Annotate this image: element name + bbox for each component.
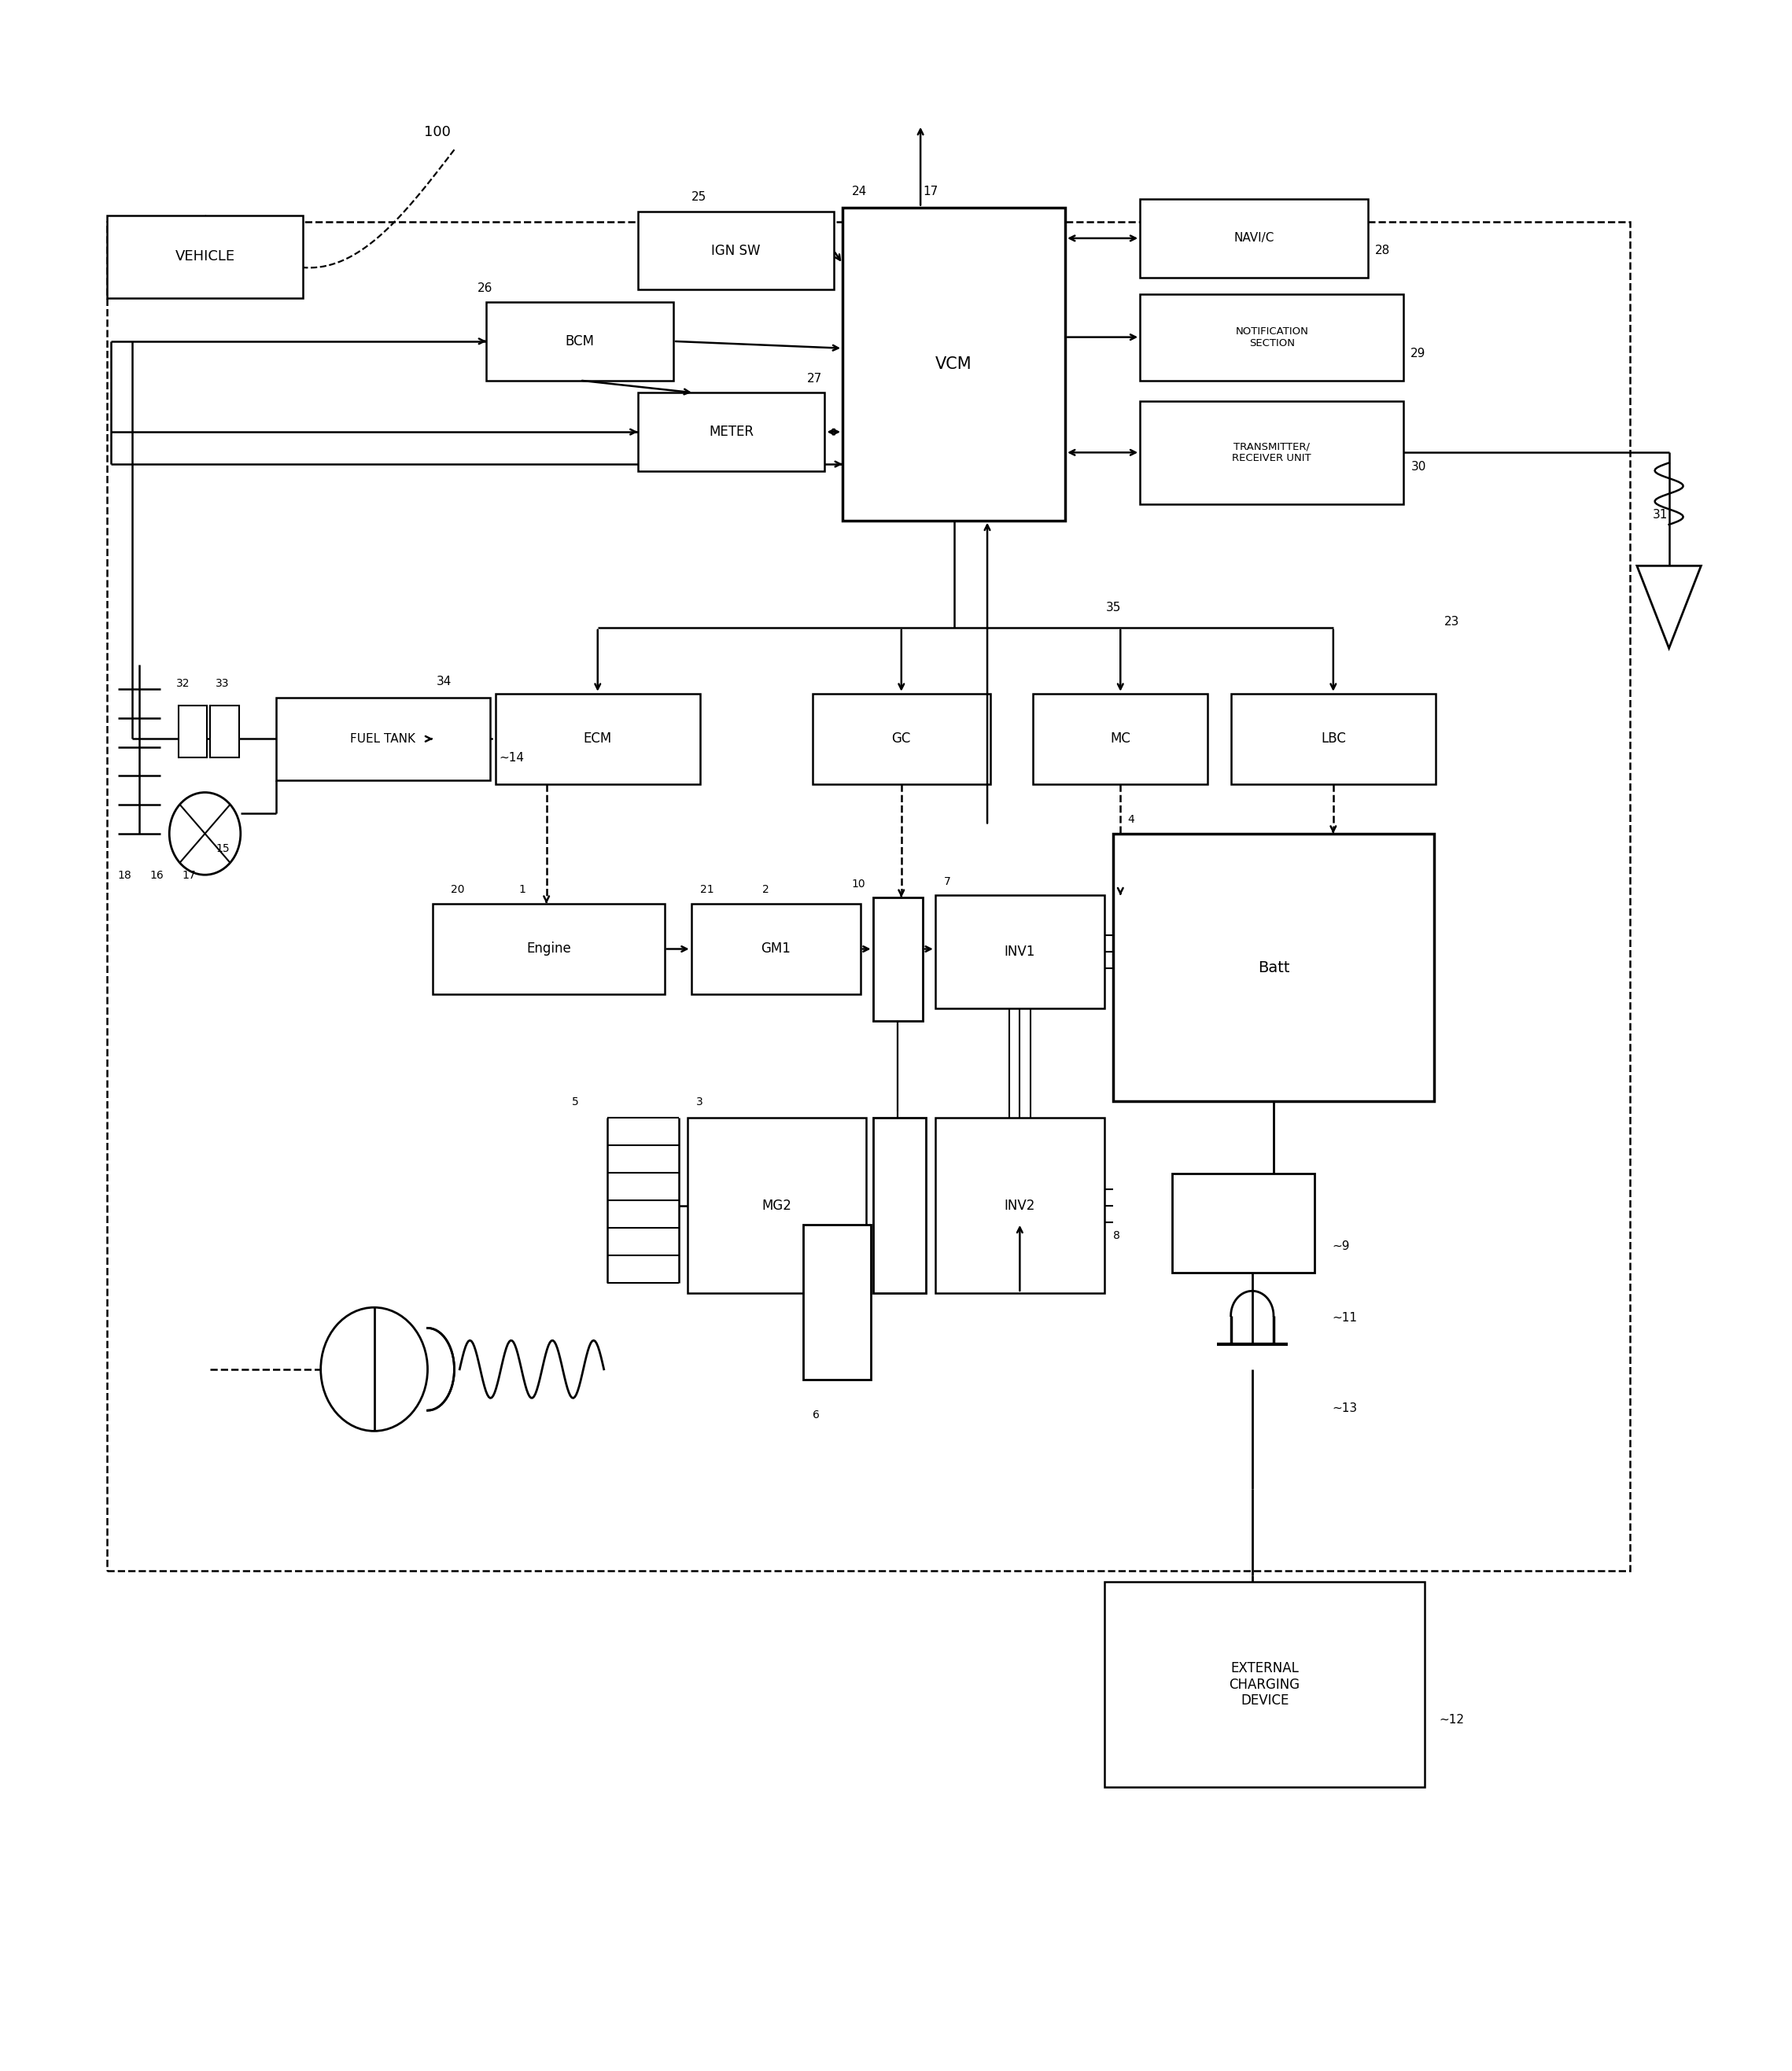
Text: NOTIFICATION
SECTION: NOTIFICATION SECTION: [1235, 325, 1308, 348]
Text: 18: 18: [118, 870, 131, 880]
FancyBboxPatch shape: [1034, 694, 1208, 785]
Text: 4: 4: [1127, 814, 1134, 826]
Text: 17: 17: [181, 870, 195, 880]
FancyBboxPatch shape: [812, 694, 991, 785]
Text: 5: 5: [572, 1096, 579, 1108]
FancyBboxPatch shape: [1140, 402, 1403, 503]
Text: 27: 27: [806, 373, 823, 385]
Text: ~13: ~13: [1333, 1402, 1358, 1414]
Text: 16: 16: [151, 870, 163, 880]
Text: 33: 33: [215, 679, 229, 690]
Text: 20: 20: [452, 884, 464, 895]
FancyBboxPatch shape: [692, 903, 860, 994]
FancyBboxPatch shape: [638, 393, 824, 470]
FancyBboxPatch shape: [108, 215, 303, 298]
Text: EXTERNAL
CHARGING
DEVICE: EXTERNAL CHARGING DEVICE: [1229, 1661, 1301, 1709]
FancyBboxPatch shape: [495, 694, 701, 785]
FancyBboxPatch shape: [177, 706, 206, 758]
Text: ~14: ~14: [498, 752, 523, 764]
FancyBboxPatch shape: [1172, 1174, 1315, 1272]
Text: MG2: MG2: [762, 1199, 792, 1212]
Text: MC: MC: [1111, 731, 1131, 746]
FancyBboxPatch shape: [1104, 1582, 1425, 1787]
Text: ~9: ~9: [1333, 1241, 1349, 1251]
Text: GM1: GM1: [762, 942, 790, 957]
Text: METER: METER: [710, 425, 754, 439]
Text: 32: 32: [176, 679, 190, 690]
Text: 31: 31: [1652, 509, 1668, 520]
Text: Engine: Engine: [527, 942, 572, 957]
Text: Batt: Batt: [1258, 961, 1290, 975]
Text: 34: 34: [437, 675, 452, 688]
Text: 2: 2: [762, 884, 769, 895]
Text: 10: 10: [851, 878, 866, 888]
FancyBboxPatch shape: [1231, 694, 1435, 785]
Text: 30: 30: [1410, 462, 1426, 472]
Text: 17: 17: [923, 184, 937, 197]
Text: ECM: ECM: [584, 731, 611, 746]
Text: 6: 6: [812, 1410, 819, 1421]
Text: GC: GC: [892, 731, 910, 746]
FancyBboxPatch shape: [842, 207, 1064, 520]
Text: TRANSMITTER/
RECEIVER UNIT: TRANSMITTER/ RECEIVER UNIT: [1233, 441, 1312, 464]
FancyBboxPatch shape: [803, 1226, 871, 1379]
FancyBboxPatch shape: [486, 302, 674, 381]
Text: 28: 28: [1374, 244, 1391, 257]
Text: 26: 26: [477, 282, 493, 294]
Text: 7: 7: [944, 876, 952, 886]
Text: 3: 3: [697, 1096, 704, 1108]
Text: BCM: BCM: [564, 333, 595, 348]
Text: LBC: LBC: [1321, 731, 1346, 746]
Text: INV1: INV1: [1004, 944, 1036, 959]
Text: 24: 24: [851, 184, 867, 197]
FancyBboxPatch shape: [1113, 835, 1434, 1102]
FancyBboxPatch shape: [935, 895, 1104, 1009]
Text: FUEL TANK: FUEL TANK: [351, 733, 416, 746]
Text: VEHICLE: VEHICLE: [176, 251, 235, 263]
Text: ~12: ~12: [1439, 1715, 1464, 1725]
Text: VCM: VCM: [935, 356, 973, 373]
Text: 25: 25: [692, 191, 706, 203]
Text: 100: 100: [425, 124, 450, 139]
Text: 1: 1: [518, 884, 525, 895]
Text: 29: 29: [1410, 348, 1426, 360]
Text: INV2: INV2: [1004, 1199, 1036, 1212]
FancyBboxPatch shape: [434, 903, 665, 994]
FancyBboxPatch shape: [276, 698, 489, 781]
FancyBboxPatch shape: [1140, 199, 1367, 278]
FancyBboxPatch shape: [688, 1118, 866, 1292]
Text: 15: 15: [215, 843, 229, 853]
Text: 35: 35: [1106, 601, 1122, 613]
Text: ~11: ~11: [1333, 1313, 1358, 1323]
Text: NAVI/C: NAVI/C: [1233, 232, 1274, 244]
FancyBboxPatch shape: [638, 211, 833, 290]
FancyBboxPatch shape: [873, 897, 923, 1021]
Text: 21: 21: [701, 884, 713, 895]
FancyBboxPatch shape: [873, 1118, 926, 1292]
FancyBboxPatch shape: [1140, 294, 1403, 381]
Text: 23: 23: [1444, 615, 1460, 628]
Text: IGN SW: IGN SW: [711, 244, 760, 257]
Text: 8: 8: [1113, 1230, 1120, 1241]
FancyBboxPatch shape: [210, 706, 238, 758]
FancyBboxPatch shape: [935, 1118, 1104, 1292]
